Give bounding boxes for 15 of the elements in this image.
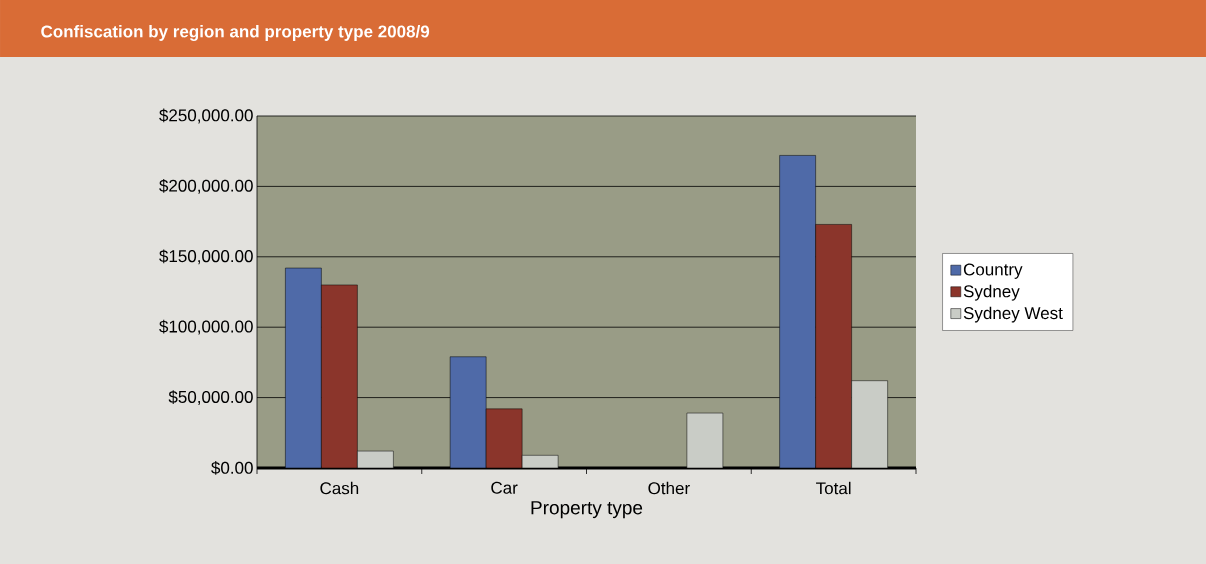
y-tick-label: $0.00 bbox=[211, 461, 253, 475]
legend-label: Sydney bbox=[963, 284, 1020, 301]
x-tick-label: Other bbox=[648, 481, 690, 495]
y-tick-label: $100,000.00 bbox=[159, 319, 253, 335]
legend-label: Country bbox=[963, 263, 1023, 279]
x-tick-label: Cash bbox=[320, 481, 359, 495]
x-axis-title: Property type bbox=[531, 501, 643, 519]
y-tick-label: $250,000.00 bbox=[159, 108, 253, 124]
x-tick-label: Total bbox=[816, 481, 851, 495]
y-tick-label: $200,000.00 bbox=[159, 179, 253, 194]
chart-title: Confiscation by region and property type 2008/9 bbox=[41, 25, 430, 41]
x-tick-label: Car bbox=[491, 481, 518, 494]
y-tick-label: $150,000.00 bbox=[159, 249, 253, 265]
y-tick-label: $50,000.00 bbox=[168, 390, 253, 405]
legend-label: Sydney West bbox=[963, 306, 1063, 323]
